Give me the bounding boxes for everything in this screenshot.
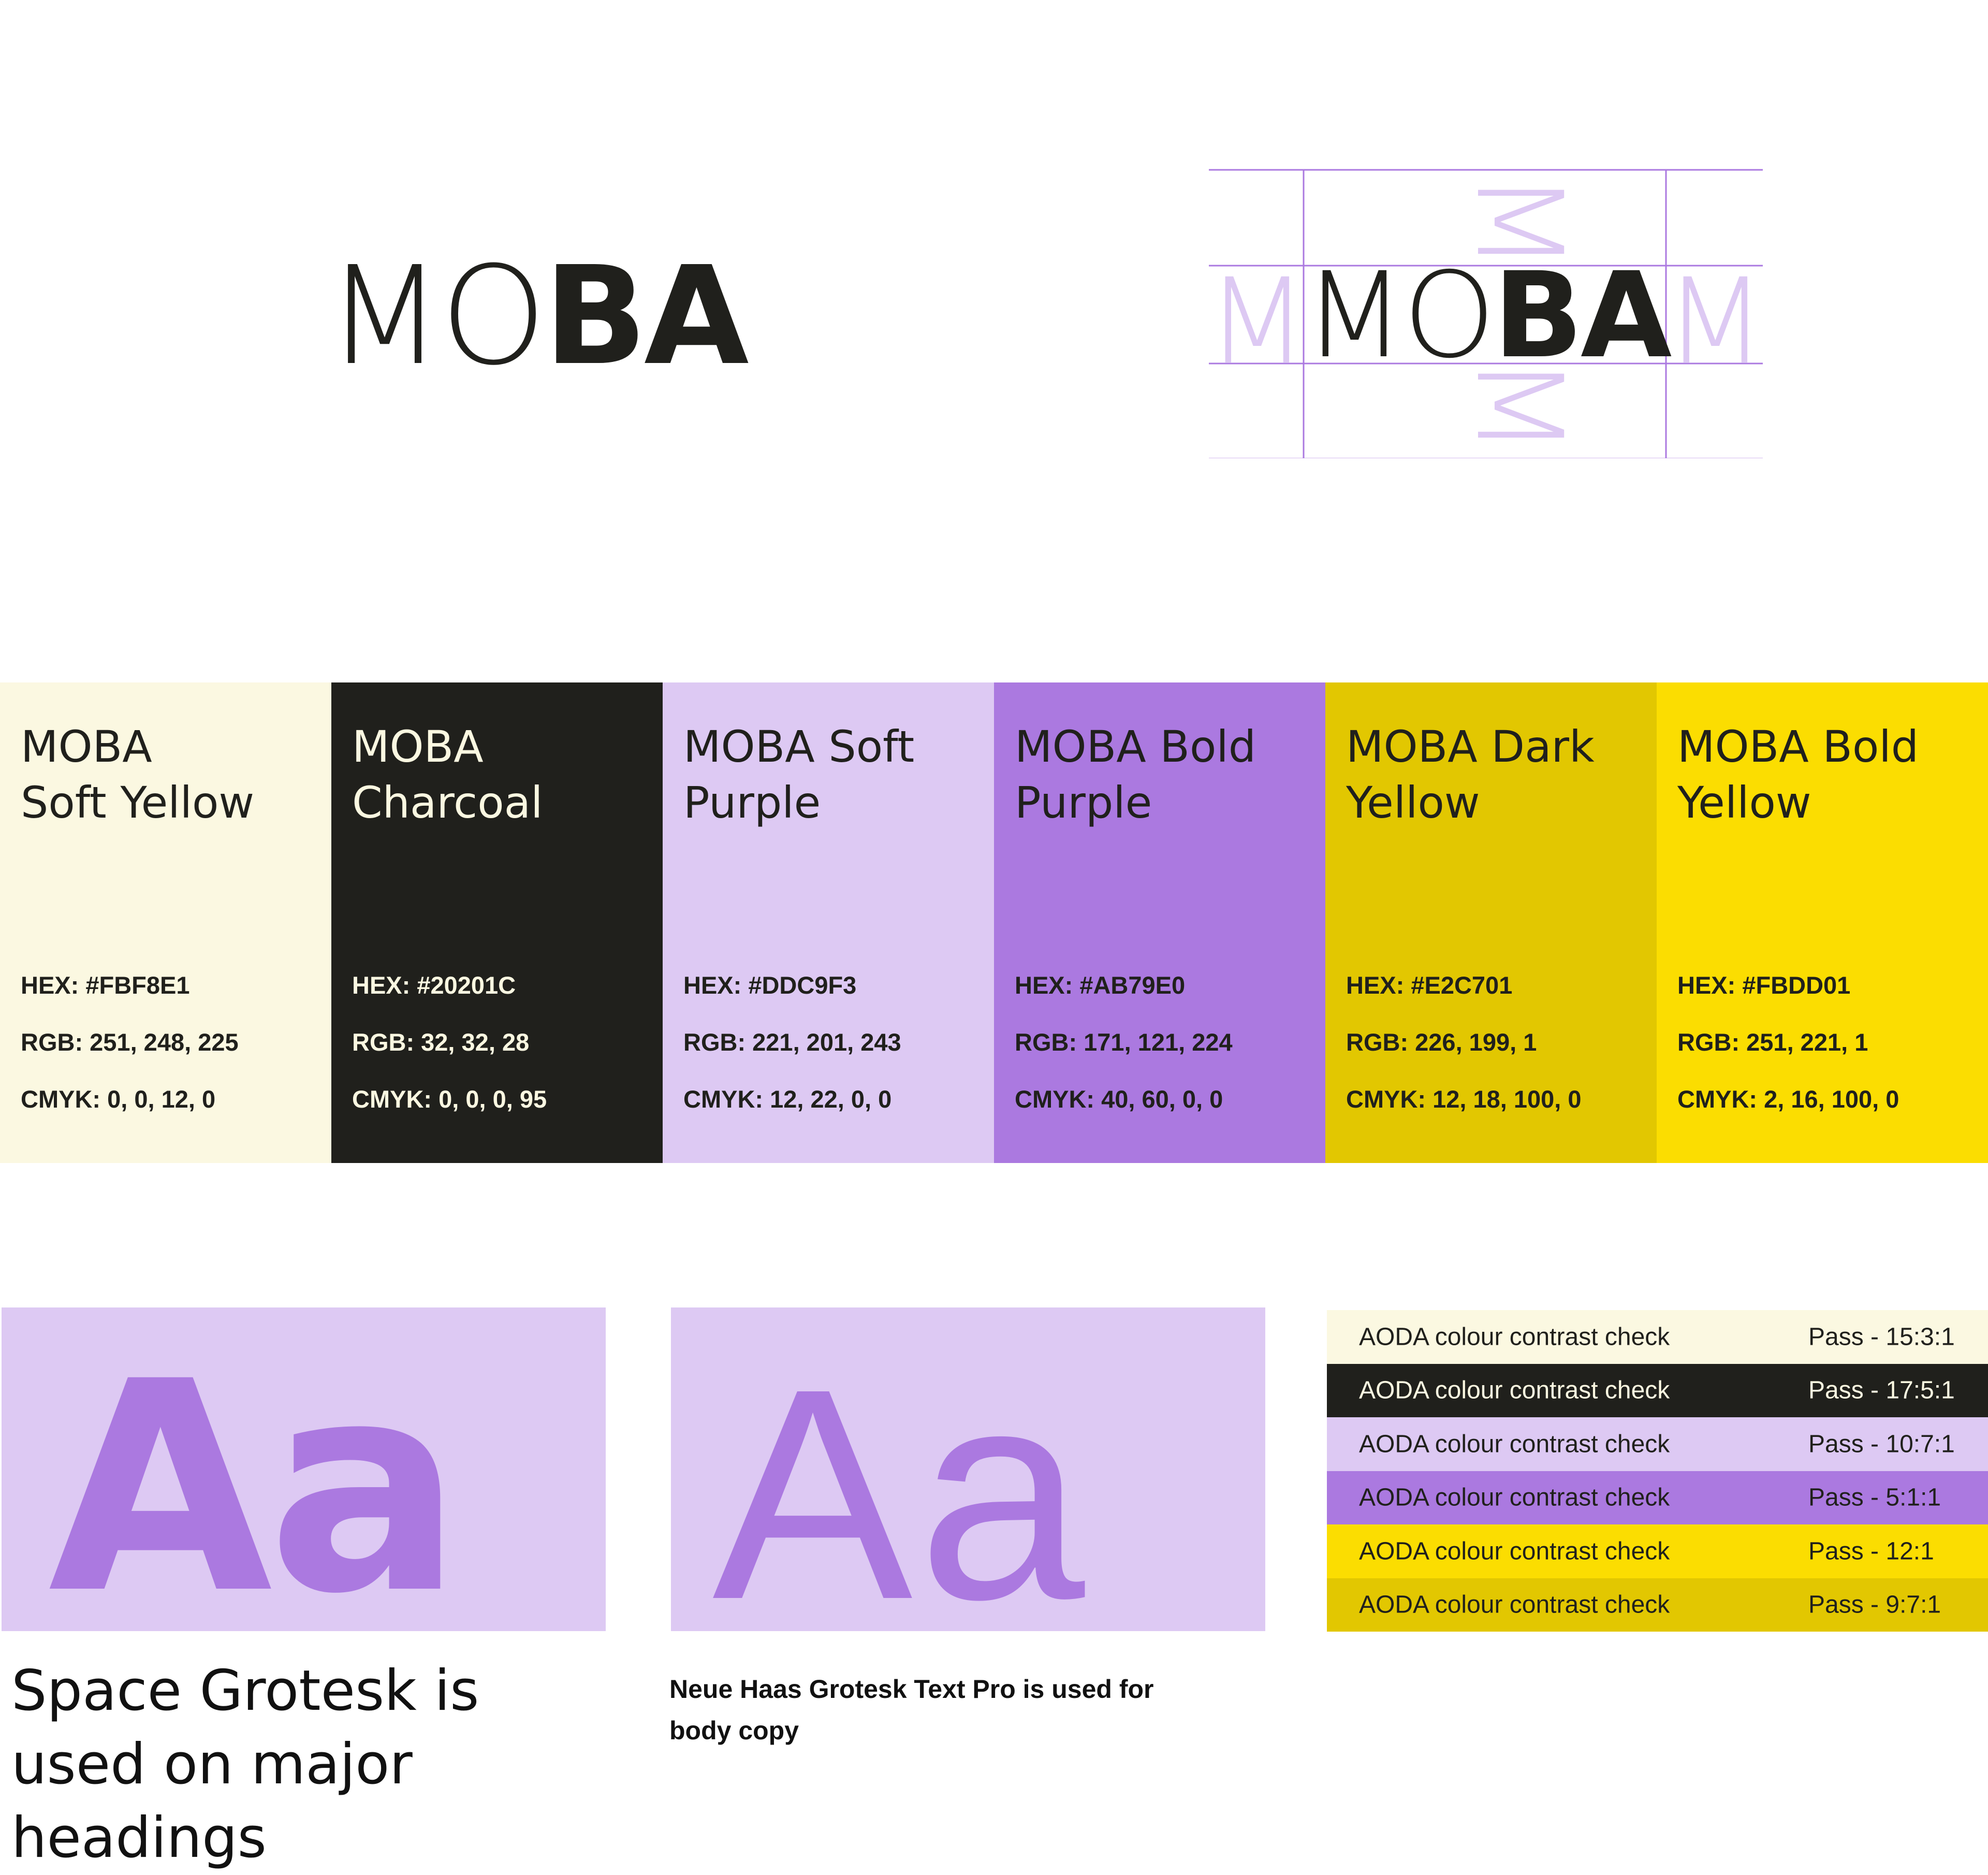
swatch-rgb-value: RGB: 251, 248, 225 [21,1028,239,1056]
contrast-row: AODA colour contrast check Pass - 12:1 [1327,1524,1988,1578]
swatch-rgb-value: RGB: 226, 199, 1 [1346,1028,1537,1056]
contrast-label: AODA colour contrast check [1359,1484,1670,1511]
swatch-hex-value: HEX: #FBF8E1 [21,971,190,999]
heading-font-caption: Space Grotesk is used on major headings [11,1659,479,1870]
ghost-m-right: M [1664,253,1763,390]
contrast-result: Pass - 17:5:1 [1808,1376,1955,1404]
contrast-label: AODA colour contrast check [1359,1323,1670,1351]
swatch-name: MOBA Bold Yellow [1677,721,1919,828]
colour-palette: MOBA Soft Yellow HEX: #FBF8E1 RGB: 251, 24… [0,682,1988,1163]
contrast-label: AODA colour contrast check [1359,1376,1670,1404]
swatch-name: MOBA Soft Purple [683,721,915,828]
swatch-specs: HEX: #AB79E0 RGB: 171, 121, 224 CMYK: 40, … [1015,957,1233,1128]
body-specimen-glyphs: Aa [712,1326,1090,1631]
logo-light-part: MO [326,237,547,395]
swatch-hex-value: HEX: #AB79E0 [1015,971,1186,999]
swatch-hex-value: HEX: #20201C [352,971,516,999]
swatch-specs: HEX: #FBDD01 RGB: 251, 221, 1 CMYK: 2, 16,… [1677,957,1899,1128]
colour-swatch: MOBA Soft Yellow HEX: #FBF8E1 RGB: 251, 24… [0,682,331,1163]
swatch-cmyk-value: CMYK: 2, 16, 100, 0 [1677,1085,1899,1113]
contrast-row: AODA colour contrast check Pass - 15:3:1 [1327,1310,1988,1364]
heading-specimen-glyphs: Aa [48,1320,463,1631]
colour-swatch: MOBA Soft Purple HEX: #DDC9F3 RGB: 221, 20… [663,682,994,1163]
contrast-result: Pass - 12:1 [1808,1537,1934,1565]
construction-logo: MOBA [1304,256,1672,374]
swatch-specs: HEX: #DDC9F3 RGB: 221, 201, 243 CMYK: 12, … [683,957,901,1128]
contrast-label: AODA colour contrast check [1359,1591,1670,1619]
swatch-hex-value: HEX: #FBDD01 [1677,971,1851,999]
contrast-row: AODA colour contrast check Pass - 10:7:1 [1327,1417,1988,1471]
body-font-caption: Neue Haas Grotesk Text Pro is used for b… [669,1675,1154,1745]
swatch-specs: HEX: #E2C701 RGB: 226, 199, 1 CMYK: 12, 18… [1346,957,1582,1128]
logo-construction: M M M M MOBA [1209,168,1763,458]
swatch-rgb-value: RGB: 251, 221, 1 [1677,1028,1868,1056]
ghost-m-left: M [1209,253,1308,390]
contrast-result: Pass - 10:7:1 [1808,1430,1955,1458]
ghost-m-bottom: M [1450,355,1588,457]
contrast-result: Pass - 5:1:1 [1808,1484,1941,1511]
heading-type-specimen: Aa [2,1307,606,1631]
swatch-rgb-value: RGB: 221, 201, 243 [683,1028,901,1056]
contrast-result: Pass - 15:3:1 [1808,1323,1955,1351]
contrast-label: AODA colour contrast check [1359,1430,1670,1458]
swatch-cmyk-value: CMYK: 0, 0, 12, 0 [21,1085,216,1113]
swatch-name: MOBA Bold Purple [1015,721,1256,828]
swatch-rgb-value: RGB: 171, 121, 224 [1015,1028,1233,1056]
construction-logo-light: MO [1304,246,1496,384]
contrast-check-table: AODA colour contrast check Pass - 15:3:1 A… [1327,1310,1988,1632]
construction-grid: M M M M [1209,169,1763,458]
colour-swatch: MOBA Bold Yellow HEX: #FBDD01 RGB: 251, 22… [1657,682,1988,1163]
swatch-name: MOBA Soft Yellow [21,721,255,828]
swatch-cmyk-value: CMYK: 0, 0, 0, 95 [352,1085,547,1113]
colour-swatch: MOBA Bold Purple HEX: #AB79E0 RGB: 171, 12… [994,682,1325,1163]
contrast-row: AODA colour contrast check Pass - 17:5:1 [1327,1363,1988,1417]
swatch-cmyk-value: CMYK: 12, 22, 0, 0 [683,1085,892,1113]
swatch-rgb-value: RGB: 32, 32, 28 [352,1028,530,1056]
colour-swatch: MOBA Charcoal HEX: #20201C RGB: 32, 32, 28… [331,682,663,1163]
construction-logo-bold: BA [1493,246,1672,384]
contrast-label: AODA colour contrast check [1359,1537,1670,1565]
ghost-m-top: M [1450,171,1588,273]
swatch-specs: HEX: #20201C RGB: 32, 32, 28 CMYK: 0, 0, 0… [352,957,547,1128]
contrast-row: AODA colour contrast check Pass - 9:7:1 [1327,1578,1988,1632]
colour-swatch: MOBA Dark Yellow HEX: #E2C701 RGB: 226, 19… [1325,682,1657,1163]
primary-logo: MOBA [326,249,749,384]
swatch-hex-value: HEX: #E2C701 [1346,971,1513,999]
swatch-name: MOBA Charcoal [352,721,543,828]
logo-bold-part: BA [544,237,749,395]
swatch-cmyk-value: CMYK: 40, 60, 0, 0 [1015,1085,1223,1113]
swatch-specs: HEX: #FBF8E1 RGB: 251, 248, 225 CMYK: 0, 0… [21,957,239,1128]
contrast-row: AODA colour contrast check Pass - 5:1:1 [1327,1471,1988,1524]
swatch-hex-value: HEX: #DDC9F3 [683,971,857,999]
contrast-result: Pass - 9:7:1 [1808,1591,1941,1619]
swatch-name: MOBA Dark Yellow [1346,721,1595,828]
body-type-specimen: Aa [671,1307,1265,1631]
swatch-cmyk-value: CMYK: 12, 18, 100, 0 [1346,1085,1582,1113]
